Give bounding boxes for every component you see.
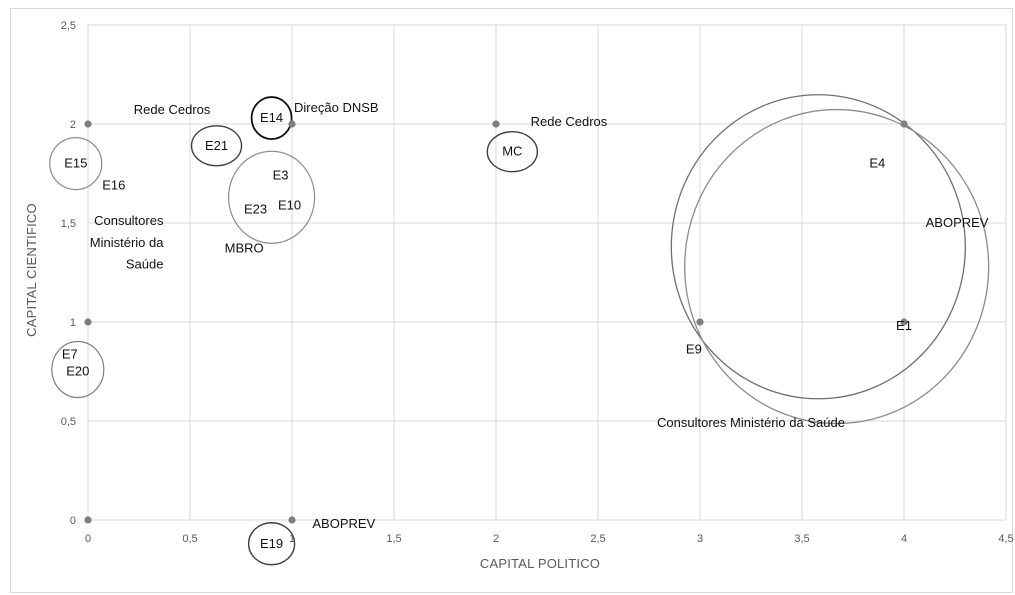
group-label: E23 xyxy=(244,201,267,216)
data-point xyxy=(288,516,296,524)
x-tick-label: 2,5 xyxy=(590,533,605,545)
annotation-label: Direção DNSB xyxy=(294,100,379,115)
data-point xyxy=(84,516,92,524)
group-circle xyxy=(51,340,105,399)
group-circle xyxy=(190,125,243,167)
y-tick-label: 0,5 xyxy=(61,416,76,428)
annotation-label: Rede Cedros xyxy=(134,102,211,117)
group-label: E3 xyxy=(273,167,289,182)
group-circle xyxy=(684,108,990,425)
group-circle xyxy=(247,522,296,566)
y-tick-label: 1 xyxy=(70,317,76,329)
x-tick-label: 0 xyxy=(85,533,91,545)
data-point xyxy=(84,120,92,128)
x-axis-title: CAPITAL POLITICO xyxy=(480,556,600,571)
data-point xyxy=(492,120,500,128)
data-points xyxy=(84,120,908,524)
x-tick-label: 1,5 xyxy=(386,533,401,545)
annotation-label: E1 xyxy=(896,318,912,333)
y-tick-label: 1,5 xyxy=(61,218,76,230)
annotation-label: E4 xyxy=(869,156,885,171)
annotation-label: Saúde xyxy=(126,257,164,272)
group-circle xyxy=(670,94,966,400)
annotation-label: ABOPREV xyxy=(926,215,989,230)
x-tick-label: 4,5 xyxy=(998,533,1013,545)
data-point xyxy=(84,318,92,326)
annotation-label: E9 xyxy=(686,342,702,357)
x-tick-label: 3,5 xyxy=(794,533,809,545)
y-tick-label: 0 xyxy=(70,515,76,527)
annotation-labels: E16 Rede Cedros Direção DNSB Rede Cedros Con… xyxy=(90,100,989,531)
annotation-label: MBRO xyxy=(225,241,264,256)
chart-frame xyxy=(10,8,1013,593)
annotation-label: E16 xyxy=(102,177,125,192)
data-point xyxy=(288,120,296,128)
annotation-label: Rede Cedros xyxy=(531,114,608,129)
x-tick-label: 2 xyxy=(493,533,499,545)
group-label: E20 xyxy=(66,364,89,379)
x-tick-label: 4 xyxy=(901,533,907,545)
data-point xyxy=(900,318,908,326)
group-label: E14 xyxy=(260,110,283,125)
group-label: E7 xyxy=(62,347,78,362)
y-tick-label: 2,5 xyxy=(61,20,76,32)
group-circle xyxy=(49,137,103,191)
y-axis-title: CAPITAL CIENTIFICO xyxy=(24,203,39,337)
y-tick-label: 2 xyxy=(70,119,76,131)
group-label: MC xyxy=(502,144,522,159)
tick-labels: 0 0,5 1 1,5 2 2,5 3 3,5 4 4,5 0 0,5 1 1,5 2 2,5 xyxy=(61,20,1014,545)
x-tick-label: 1 xyxy=(289,533,295,545)
data-point xyxy=(900,120,908,128)
annotation-label: Consultores xyxy=(94,213,164,228)
group-circle xyxy=(250,96,293,140)
x-tick-label: 3 xyxy=(697,533,703,545)
group-circle xyxy=(486,131,539,173)
data-point xyxy=(696,318,704,326)
group-label: E21 xyxy=(205,138,228,153)
group-circle xyxy=(228,150,316,244)
annotation-label: ABOPREV xyxy=(312,516,375,531)
group-label: E19 xyxy=(260,536,283,551)
grid-lines xyxy=(87,24,1007,521)
annotation-label: Consultores Ministério da Saúde xyxy=(657,415,845,430)
group-label: E15 xyxy=(64,156,87,171)
x-tick-label: 0,5 xyxy=(182,533,197,545)
annotation-label: Ministério da xyxy=(90,235,164,250)
group-label: E10 xyxy=(278,197,301,212)
